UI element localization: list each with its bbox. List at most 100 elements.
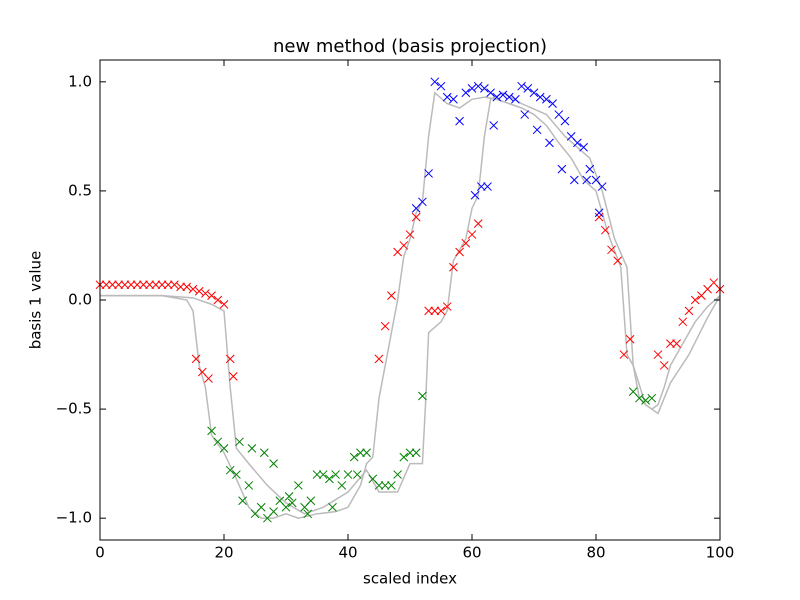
x-marker bbox=[269, 507, 278, 516]
x-tick-label: 80 bbox=[586, 544, 605, 562]
x-marker bbox=[436, 81, 446, 91]
y-tick-label: 1.0 bbox=[68, 72, 92, 90]
x-marker bbox=[548, 99, 557, 108]
x-marker bbox=[594, 212, 604, 222]
x-marker bbox=[238, 496, 247, 506]
x-marker bbox=[653, 350, 663, 359]
x-marker bbox=[352, 470, 362, 479]
x-marker bbox=[101, 280, 111, 290]
x-marker bbox=[684, 306, 694, 316]
x-marker bbox=[228, 372, 238, 381]
x-marker bbox=[659, 361, 669, 370]
x-marker bbox=[356, 448, 365, 458]
x-marker bbox=[535, 92, 545, 102]
x-marker bbox=[349, 452, 359, 462]
x-marker bbox=[194, 286, 204, 296]
x-marker bbox=[411, 212, 421, 222]
x-marker bbox=[139, 280, 148, 290]
x-marker bbox=[418, 197, 427, 207]
x-marker bbox=[232, 470, 241, 479]
x-marker bbox=[545, 138, 554, 148]
x-marker bbox=[672, 339, 681, 348]
x-marker bbox=[219, 444, 229, 453]
x-marker bbox=[380, 321, 390, 331]
x-marker bbox=[470, 190, 480, 200]
x-marker bbox=[145, 280, 154, 290]
x-marker bbox=[225, 354, 235, 364]
x-marker bbox=[287, 498, 297, 508]
x-marker bbox=[126, 280, 136, 290]
chart-title: new method (basis projection) bbox=[273, 36, 547, 57]
x-marker bbox=[374, 481, 384, 490]
x-marker bbox=[132, 280, 142, 290]
x-marker bbox=[467, 230, 477, 239]
x-marker bbox=[430, 77, 440, 87]
x-marker bbox=[151, 280, 161, 290]
x-marker bbox=[312, 470, 322, 479]
x-marker bbox=[573, 138, 582, 148]
y-tick-label: −1.0 bbox=[56, 509, 92, 527]
x-marker bbox=[442, 302, 452, 311]
x-marker bbox=[393, 470, 402, 479]
x-marker bbox=[678, 317, 688, 327]
x-marker bbox=[225, 465, 235, 475]
x-marker bbox=[235, 437, 244, 447]
x-marker bbox=[455, 116, 464, 126]
plot-area bbox=[95, 77, 725, 523]
x-marker bbox=[569, 175, 579, 185]
x-marker bbox=[498, 90, 508, 100]
x-marker bbox=[600, 225, 610, 235]
x-marker bbox=[582, 175, 592, 185]
x-marker bbox=[259, 448, 269, 458]
x-marker bbox=[157, 280, 167, 290]
x-marker bbox=[284, 492, 294, 501]
series-line bbox=[100, 91, 721, 515]
x-marker bbox=[436, 306, 446, 316]
x-marker bbox=[557, 164, 567, 174]
x-marker bbox=[120, 280, 130, 290]
x-marker bbox=[318, 470, 328, 479]
x-marker bbox=[306, 496, 316, 506]
x-marker bbox=[449, 262, 458, 272]
y-tick-label: 0.0 bbox=[68, 291, 92, 309]
x-marker bbox=[690, 295, 700, 305]
x-marker bbox=[619, 350, 629, 359]
x-marker bbox=[418, 391, 427, 401]
x-tick-label: 0 bbox=[95, 544, 105, 562]
x-marker bbox=[362, 448, 371, 458]
x-marker bbox=[374, 354, 384, 364]
x-marker bbox=[579, 142, 588, 152]
x-marker bbox=[455, 247, 464, 257]
x-marker bbox=[163, 280, 173, 290]
x-marker bbox=[517, 81, 526, 91]
x-marker bbox=[476, 182, 486, 191]
x-marker bbox=[108, 280, 117, 290]
x-marker bbox=[303, 509, 313, 519]
x-marker bbox=[207, 426, 216, 436]
x-marker bbox=[387, 291, 396, 300]
x-marker bbox=[405, 448, 415, 458]
x-tick-label: 60 bbox=[462, 544, 481, 562]
x-marker bbox=[613, 256, 623, 266]
x-marker bbox=[511, 94, 520, 104]
x-marker bbox=[461, 88, 471, 98]
x-marker bbox=[473, 81, 483, 91]
y-tick-label: 0.5 bbox=[68, 181, 92, 199]
x-marker bbox=[399, 241, 409, 250]
x-marker bbox=[213, 295, 223, 305]
x-marker bbox=[281, 502, 291, 512]
x-marker bbox=[256, 502, 266, 512]
x-marker bbox=[594, 208, 604, 218]
x-marker bbox=[424, 169, 433, 178]
x-marker bbox=[641, 396, 650, 405]
x-tick-label: 100 bbox=[706, 544, 735, 562]
x-marker bbox=[424, 306, 433, 316]
x-marker bbox=[560, 116, 570, 126]
x-axis-label: scaled index bbox=[363, 570, 457, 588]
x-marker bbox=[244, 481, 254, 490]
x-marker bbox=[486, 88, 495, 98]
x-marker bbox=[625, 334, 635, 344]
x-marker bbox=[114, 280, 123, 290]
x-marker bbox=[585, 164, 595, 174]
